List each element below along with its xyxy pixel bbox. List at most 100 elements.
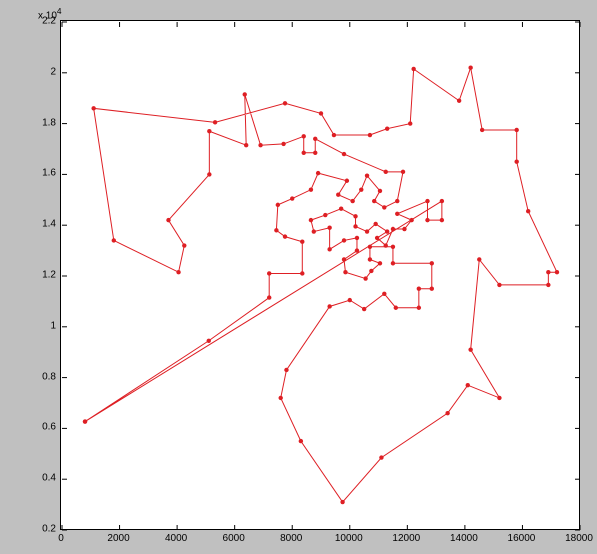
series-marker bbox=[409, 218, 413, 222]
y-tick-label: 2 bbox=[36, 66, 56, 77]
series-marker bbox=[112, 238, 116, 242]
series-marker bbox=[339, 206, 343, 210]
series-marker bbox=[445, 411, 449, 415]
series-marker bbox=[300, 271, 304, 275]
x-tick-label: 8000 bbox=[280, 533, 302, 544]
series-marker bbox=[373, 222, 377, 226]
series-marker bbox=[207, 172, 211, 176]
series-marker bbox=[276, 203, 280, 207]
series-marker bbox=[281, 142, 285, 146]
plot-canvas bbox=[61, 21, 581, 531]
series-marker bbox=[327, 247, 331, 251]
series-marker bbox=[375, 236, 379, 240]
series-marker bbox=[312, 229, 316, 233]
series-marker bbox=[365, 229, 369, 233]
series-marker bbox=[378, 261, 382, 265]
series-marker bbox=[213, 120, 217, 124]
x-tick-label: 12000 bbox=[392, 533, 420, 544]
series-marker bbox=[342, 238, 346, 242]
series-marker bbox=[391, 245, 395, 249]
series-marker bbox=[382, 205, 386, 209]
x-tick-label: 14000 bbox=[450, 533, 478, 544]
series-marker bbox=[440, 199, 444, 203]
series-marker bbox=[176, 270, 180, 274]
x-tick-label: 2000 bbox=[107, 533, 129, 544]
series-marker bbox=[417, 287, 421, 291]
series-marker bbox=[468, 347, 472, 351]
series-marker bbox=[401, 170, 405, 174]
series-marker bbox=[267, 295, 271, 299]
series-marker bbox=[363, 276, 367, 280]
series-marker bbox=[313, 137, 317, 141]
series-marker bbox=[402, 227, 406, 231]
series-marker bbox=[368, 133, 372, 137]
series-marker bbox=[258, 143, 262, 147]
series-marker bbox=[394, 306, 398, 310]
y-tick-label: 2.2 bbox=[36, 16, 56, 27]
series-marker bbox=[313, 151, 317, 155]
series-marker bbox=[430, 287, 434, 291]
series-marker bbox=[300, 240, 304, 244]
series-marker bbox=[207, 129, 211, 133]
y-tick-label: 0.8 bbox=[36, 371, 56, 382]
y-tick-label: 1.6 bbox=[36, 168, 56, 179]
series-marker bbox=[91, 106, 95, 110]
series-marker bbox=[290, 196, 294, 200]
series-marker bbox=[83, 419, 87, 423]
series-marker bbox=[466, 383, 470, 387]
series-marker bbox=[319, 111, 323, 115]
series-marker bbox=[267, 271, 271, 275]
y-tick-label: 1.8 bbox=[36, 117, 56, 128]
series-marker bbox=[368, 257, 372, 261]
series-marker bbox=[343, 270, 347, 274]
x-tick-label: 0 bbox=[58, 533, 64, 544]
y-tick-label: 0.6 bbox=[36, 422, 56, 433]
series-marker bbox=[514, 128, 518, 132]
series-marker bbox=[384, 243, 388, 247]
series-marker bbox=[430, 261, 434, 265]
series-marker bbox=[342, 257, 346, 261]
series-marker bbox=[355, 248, 359, 252]
series-marker bbox=[385, 229, 389, 233]
series-marker bbox=[340, 500, 344, 504]
series-marker bbox=[353, 224, 357, 228]
series-marker bbox=[425, 218, 429, 222]
series-marker bbox=[417, 306, 421, 310]
series-line bbox=[85, 68, 557, 502]
x-tick-label: 18000 bbox=[565, 533, 593, 544]
series-marker bbox=[244, 143, 248, 147]
series-marker bbox=[359, 187, 363, 191]
series-marker bbox=[378, 189, 382, 193]
series-marker bbox=[395, 212, 399, 216]
series-marker bbox=[316, 171, 320, 175]
series-marker bbox=[327, 304, 331, 308]
series-marker bbox=[327, 226, 331, 230]
series-marker bbox=[546, 283, 550, 287]
series-marker bbox=[302, 134, 306, 138]
series-marker bbox=[353, 214, 357, 218]
series-marker bbox=[302, 151, 306, 155]
series-marker bbox=[345, 179, 349, 183]
x-tick-label: 10000 bbox=[335, 533, 363, 544]
series-marker bbox=[384, 170, 388, 174]
x-tick-label: 16000 bbox=[508, 533, 536, 544]
series-marker bbox=[365, 173, 369, 177]
series-marker bbox=[372, 199, 376, 203]
series-marker bbox=[323, 213, 327, 217]
y-tick-label: 1.2 bbox=[36, 270, 56, 281]
series-marker bbox=[425, 199, 429, 203]
y-tick-label: 0.2 bbox=[36, 524, 56, 535]
series-marker bbox=[497, 396, 501, 400]
series-marker bbox=[440, 218, 444, 222]
series-marker bbox=[332, 133, 336, 137]
series-marker bbox=[379, 455, 383, 459]
plot-axes bbox=[60, 20, 580, 530]
series-marker bbox=[309, 218, 313, 222]
series-marker bbox=[274, 228, 278, 232]
series-marker bbox=[382, 292, 386, 296]
series-marker bbox=[477, 257, 481, 261]
x-tick-label: 6000 bbox=[223, 533, 245, 544]
series-marker bbox=[555, 270, 559, 274]
series-marker bbox=[182, 243, 186, 247]
exponent-power: 4 bbox=[57, 6, 62, 16]
